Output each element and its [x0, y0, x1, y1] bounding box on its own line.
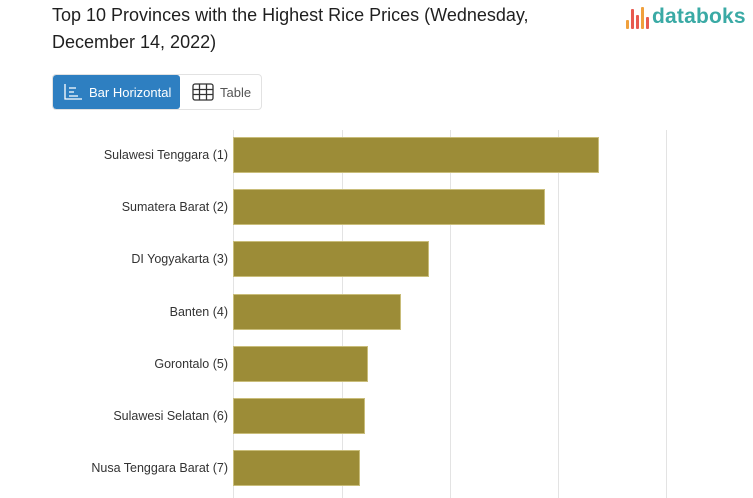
bar-row: DI Yogyakarta (3)	[0, 241, 753, 278]
category-label: Gorontalo (5)	[154, 357, 228, 371]
bar[interactable]	[233, 189, 545, 225]
bar[interactable]	[233, 137, 599, 173]
bar-row: Sulawesi Tenggara (1)	[0, 137, 753, 174]
bar[interactable]	[233, 398, 366, 434]
bar-row: Gorontalo (5)	[0, 346, 753, 383]
category-label: Sumatera Barat (2)	[121, 200, 228, 214]
gridline	[666, 130, 667, 498]
view-toggle: Bar Horizontal Table	[52, 74, 262, 110]
bars-waveform-icon	[626, 5, 649, 29]
bar-chart-icon	[63, 83, 83, 101]
gridline	[558, 130, 559, 498]
category-label: Nusa Tenggara Barat (7)	[91, 461, 228, 475]
table-grid-icon	[192, 83, 214, 101]
bar-chart: Sulawesi Tenggara (1) Sumatera Barat (2) D…	[0, 130, 753, 498]
table-button[interactable]: Table	[180, 75, 251, 109]
bar-row: Sulawesi Selatan (6)	[0, 398, 753, 435]
bar-horizontal-button[interactable]: Bar Horizontal	[53, 75, 180, 109]
logo-text: databoks	[652, 5, 746, 28]
bar[interactable]	[233, 294, 401, 330]
bar-row: Sumatera Barat (2)	[0, 189, 753, 226]
databoks-logo[interactable]: databoks	[626, 3, 746, 29]
bar[interactable]	[233, 241, 429, 277]
bar-horizontal-label: Bar Horizontal	[89, 84, 172, 100]
bar[interactable]	[233, 450, 360, 486]
bar[interactable]	[233, 346, 369, 382]
chart-title: Top 10 Provinces with the Highest Rice P…	[52, 5, 529, 52]
bar-row: Nusa Tenggara Barat (7)	[0, 450, 753, 487]
category-label: Banten (4)	[169, 305, 228, 319]
table-label: Table	[220, 84, 252, 100]
gridline	[450, 130, 451, 498]
category-label: DI Yogyakarta (3)	[131, 252, 228, 266]
category-label: Sulawesi Selatan (6)	[113, 409, 228, 423]
bar-row: Banten (4)	[0, 294, 753, 331]
category-label: Sulawesi Tenggara (1)	[103, 148, 228, 162]
